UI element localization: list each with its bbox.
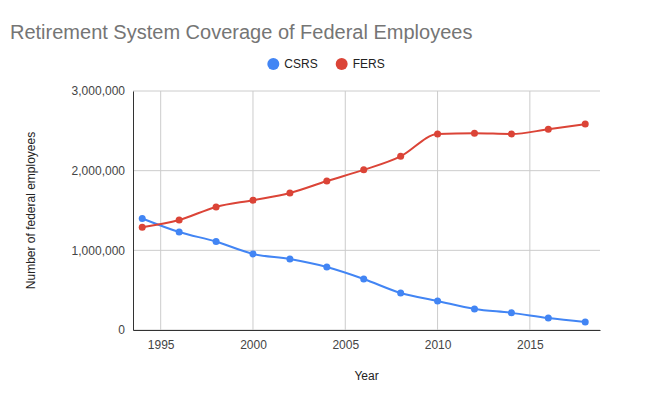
x-tick: 2010 <box>425 330 452 352</box>
x-tick-label: 1995 <box>148 338 175 352</box>
legend-label: CSRS <box>284 57 317 71</box>
x-grid-line <box>345 91 346 330</box>
series-point <box>545 315 552 322</box>
series-point <box>471 130 478 137</box>
series-point <box>139 215 146 222</box>
chart-title: Retirement System Coverage of Federal Em… <box>10 21 472 43</box>
grid <box>133 91 600 330</box>
series-line <box>142 124 585 227</box>
series-point <box>471 305 478 312</box>
series-point <box>508 131 515 138</box>
legend-item: FERS <box>336 57 385 71</box>
y-axis: 0 1,000,000 2,000,000 3,000,000 <box>72 84 134 337</box>
series-point <box>360 276 367 283</box>
x-tick: 2005 <box>332 330 359 352</box>
y-tick-label: 1,000,000 <box>72 244 126 258</box>
y-tick: 3,000,000 <box>72 84 133 98</box>
y-axis-title: Number of federal employees <box>24 132 38 289</box>
legend-label: FERS <box>353 57 385 71</box>
legend-swatch <box>267 58 279 70</box>
y-grid-line <box>133 250 600 251</box>
plot-area <box>139 121 589 326</box>
x-tick-label: 2000 <box>240 338 267 352</box>
y-grid-line <box>133 91 600 92</box>
x-grid-line <box>160 91 161 330</box>
chart: 1995 2000 2005 2010 2015 0 1,000,000 2,000,000 3… <box>0 0 652 403</box>
series-point <box>323 178 330 185</box>
x-tick-label: 2015 <box>517 338 544 352</box>
series-point <box>508 309 515 316</box>
y-tick-label: 0 <box>118 323 125 337</box>
series-point <box>397 153 404 160</box>
y-grid-line <box>133 330 600 331</box>
x-tick: 1995 <box>148 330 175 352</box>
series-point <box>434 297 441 304</box>
series-point <box>286 256 293 263</box>
legend-item: CSRS <box>267 57 317 71</box>
x-grid-line <box>437 91 438 330</box>
x-grid-line <box>529 91 530 330</box>
legend: CSRS FERS <box>267 57 384 71</box>
x-tick-label: 2010 <box>425 338 452 352</box>
x-axis-title: Year <box>354 369 378 383</box>
x-tick: 2015 <box>517 330 544 352</box>
series-point <box>582 121 589 128</box>
y-tick-label: 3,000,000 <box>72 84 126 98</box>
series-point <box>249 250 256 257</box>
series-line <box>142 218 585 322</box>
series-point <box>139 224 146 231</box>
x-axis-line <box>134 330 601 331</box>
series-point <box>249 197 256 204</box>
series-point <box>213 203 220 210</box>
series-point <box>545 126 552 133</box>
x-axis: 1995 2000 2005 2010 2015 <box>134 330 601 352</box>
y-tick: 1,000,000 <box>72 244 133 258</box>
x-tick: 2000 <box>240 330 267 352</box>
x-tick-label: 2005 <box>332 338 359 352</box>
series-point <box>176 229 183 236</box>
y-tick: 0 <box>118 323 133 337</box>
x-grid-line <box>252 91 253 330</box>
series-point <box>397 289 404 296</box>
series-point <box>360 166 367 173</box>
series-point <box>434 131 441 138</box>
legend-swatch <box>336 58 348 70</box>
y-tick-label: 2,000,000 <box>72 164 126 178</box>
series-point <box>323 264 330 271</box>
series-point <box>582 319 589 326</box>
y-axis-line <box>133 92 134 331</box>
series-point <box>176 217 183 224</box>
y-tick: 2,000,000 <box>72 164 133 178</box>
series-point <box>286 189 293 196</box>
series-point <box>213 238 220 245</box>
